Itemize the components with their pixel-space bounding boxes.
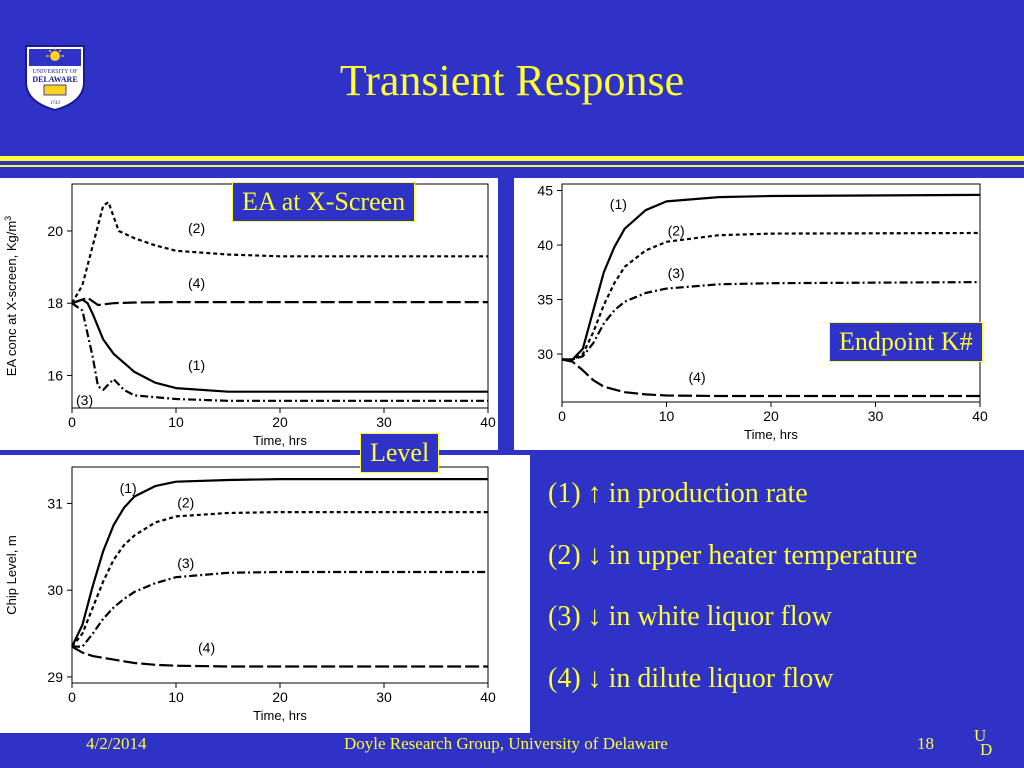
chart-level-series-2 — [71, 511, 488, 648]
legend-text: in upper heater temperature — [608, 539, 918, 571]
footer-date: 4/2/2014 — [86, 734, 147, 753]
chart-endpoint-ytick-label: 35 — [537, 292, 553, 308]
title-rule-thin — [0, 165, 1024, 167]
endpoint-chart: 0 10 20 30 40 30 35 40 45 Time, hrs (1) (2) (3) (4) — [537, 183, 988, 442]
legend-item: (2) ↓ in upper heater temperature — [548, 540, 917, 602]
chart-endpoint-xtick-label: 0 — [558, 408, 566, 424]
chart-level-xtick-label: 20 — [272, 689, 288, 705]
level-chart: 0 10 20 30 40 29 30 31 Time, hrs Chip Level, m (1)… — [4, 466, 496, 723]
legend-number: (1) — [548, 478, 581, 509]
legend-number: (4) — [548, 662, 581, 694]
endpoint-chart-panel: 0 10 20 30 40 30 35 40 45 Time, hrs (1) (2) (3) (4) — [514, 178, 1024, 450]
level-label-box: Level — [360, 433, 440, 473]
chart-endpoint-frame — [561, 183, 981, 403]
chart-ea-series-1 — [71, 298, 488, 393]
chart-ea-series-4 — [71, 296, 488, 307]
arrow-down-icon: ↓ — [587, 539, 602, 571]
chart-level-xtick-label: 0 — [68, 689, 76, 705]
chart-ea-series-3 — [71, 302, 488, 402]
logo-line1: UNIVERSITY OF — [33, 69, 79, 75]
chart-level-series-3 — [72, 570, 488, 648]
legend-number: (3) — [548, 601, 581, 632]
chart-ea-ylabel-sup: 3 — [3, 216, 13, 221]
footer-org: Doyle Research Group, University of Dela… — [344, 734, 668, 753]
logo-line2: DELAWARE — [32, 75, 77, 84]
chart-endpoint-ytick-label: 45 — [537, 183, 553, 199]
chart-endpoint-series-4 — [561, 358, 980, 398]
ud-monogram-bottom: D — [980, 740, 993, 759]
chart-ea-series-label: (1) — [188, 357, 205, 373]
logo-year: 1743 — [50, 101, 61, 106]
chart-ea-series-label: (3) — [76, 392, 93, 408]
legend-number: (2) — [548, 539, 581, 571]
chart-ea-xlabel: Time, hrs — [253, 433, 307, 448]
legend-list: (1) ↑ in production rate (2) ↓ in upper … — [548, 478, 917, 724]
chart-level-ylabel: Chip Level, m — [4, 535, 19, 614]
chart-level-xtick-label: 40 — [480, 689, 496, 705]
chart-level-xtick-label: 30 — [376, 689, 392, 705]
chart-ea-xtick-label: 30 — [376, 414, 392, 430]
chart-endpoint-series-1 — [562, 193, 981, 361]
chart-ea-series-label: (4) — [188, 275, 205, 291]
chart-ea-xtick-label: 0 — [68, 414, 76, 430]
chart-level-xlabel: Time, hrs — [253, 708, 307, 723]
level-chart-panel: 0 10 20 30 40 29 30 31 Time, hrs Chip Level, m (1)… — [0, 455, 530, 733]
chart-level-series-1 — [71, 478, 488, 648]
slide-title: Transient Response — [339, 56, 685, 105]
chart-endpoint-series-3 — [562, 281, 981, 361]
chart-level-frame — [71, 466, 489, 684]
university-logo: UNIVERSITY OF DELAWARE 1743 — [25, 45, 85, 112]
chart-level-ytick-label: 31 — [47, 495, 63, 511]
ea-label-box: EA at X-Screen — [232, 182, 416, 222]
chart-ea-ylabel: EA conc at X-screen, Kg/m3 — [3, 216, 19, 376]
endpoint-label-box: Endpoint K# — [829, 322, 983, 362]
title-rule-thick — [0, 156, 1024, 161]
ud-monogram-top: U — [974, 726, 987, 745]
chart-ea-ytick-label: 16 — [47, 367, 63, 383]
chart-level-series-label: (3) — [177, 555, 194, 571]
chart-ea-xtick-label: 10 — [168, 414, 184, 430]
arrow-down-icon: ↓ — [587, 662, 602, 694]
chart-ea-xtick-label: 40 — [480, 414, 496, 430]
chart-level-xtick-label: 10 — [168, 689, 184, 705]
chart-endpoint-xtick-label: 30 — [868, 408, 884, 424]
legend-text: in white liquor flow — [608, 601, 832, 632]
legend-item: (1) ↑ in production rate — [548, 478, 917, 540]
chart-level-ytick-label: 29 — [47, 669, 63, 685]
legend-item: (4) ↓ in dilute liquor flow — [548, 663, 917, 725]
ea-chart: 0 10 20 30 40 16 18 20 Time, hrs EA conc at X-scr… — [3, 183, 496, 448]
chart-endpoint-xtick-label: 20 — [763, 408, 779, 424]
chart-endpoint-xlabel: Time, hrs — [744, 427, 798, 442]
legend-text: in production rate — [608, 478, 808, 509]
arrow-down-icon: ↓ — [587, 601, 602, 632]
chart-endpoint-xtick-label: 40 — [972, 408, 988, 424]
legend-item: (3) ↓ in white liquor flow — [548, 601, 917, 663]
chart-ea-series-label: (2) — [188, 220, 205, 236]
chart-level-series-label: (2) — [177, 495, 194, 511]
chart-endpoint-series-label: (3) — [668, 265, 685, 281]
chart-endpoint-ytick-label: 40 — [537, 237, 553, 253]
chart-endpoint-series-label: (4) — [689, 369, 706, 385]
chart-ea-ytick-label: 18 — [47, 295, 63, 311]
arrow-up-icon: ↑ — [587, 478, 602, 509]
chart-ea-xtick-label: 20 — [272, 414, 288, 430]
chart-level-ytick-label: 30 — [47, 582, 63, 598]
chart-level-series-label: (1) — [120, 480, 137, 496]
chart-ea-series-2 — [71, 201, 488, 304]
chart-ea-ytick-label: 20 — [47, 223, 63, 239]
chart-endpoint-series-label: (2) — [668, 222, 685, 238]
ea-chart-panel: 0 10 20 30 40 16 18 20 Time, hrs EA conc at X-scr… — [0, 178, 498, 450]
chart-level-series-label: (4) — [198, 640, 215, 656]
legend-text: in dilute liquor flow — [608, 662, 834, 694]
chart-endpoint-xtick-label: 10 — [659, 408, 675, 424]
chart-level-series-4 — [71, 645, 488, 668]
chart-endpoint-series-label: (1) — [610, 196, 627, 212]
ud-monogram-icon: U D — [974, 726, 993, 759]
chart-endpoint-ytick-label: 30 — [537, 346, 553, 362]
footer-page-number: 18 — [917, 734, 934, 753]
